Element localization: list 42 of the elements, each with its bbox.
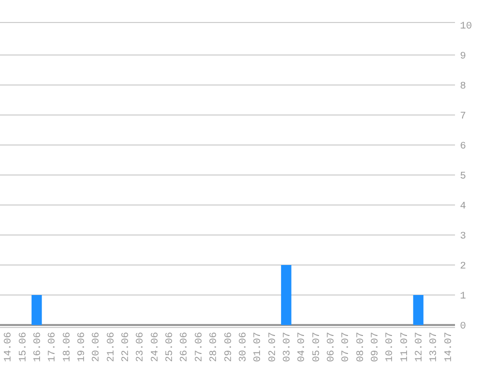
x-tick-label: 06.07 — [326, 332, 338, 362]
x-tick-label: 11.07 — [400, 332, 411, 362]
x-tick-label: 19.06 — [76, 332, 88, 362]
x-tick-label: 23.06 — [136, 332, 147, 362]
x-tick-label: 17.06 — [48, 332, 59, 362]
y-tick-label: 1 — [460, 292, 466, 302]
y-tick-label: 9 — [460, 52, 466, 62]
x-tick-label: 14.06 — [4, 332, 15, 362]
y-tick-label: 0 — [460, 322, 466, 332]
x-tick-label: 27.06 — [194, 332, 206, 362]
x-tick-label: 15.06 — [18, 332, 30, 362]
x-tick-label: 05.07 — [312, 332, 323, 362]
x-tick-label: 18.06 — [62, 332, 74, 362]
x-tick-label: 28.06 — [209, 332, 220, 362]
x-tick-label: 13.07 — [429, 332, 440, 362]
x-tick-label: 20.06 — [92, 332, 103, 362]
y-tick-label: 10 — [460, 22, 472, 32]
y-tick-label: 3 — [460, 232, 466, 242]
y-tick-label: 7 — [460, 112, 466, 122]
x-tick-label: 02.07 — [268, 332, 279, 362]
x-tick-label: 16.06 — [32, 332, 44, 362]
y-tick-label: 2 — [460, 262, 466, 272]
x-tick-label: 22.06 — [121, 332, 132, 362]
x-tick-label: 29.06 — [224, 332, 235, 362]
x-tick-label: 10.07 — [385, 332, 396, 362]
x-tick-label: 25.06 — [165, 332, 176, 362]
x-tick-label: 24.06 — [150, 332, 162, 362]
y-tick-label: 8 — [460, 82, 466, 92]
x-tick-label: 01.07 — [253, 332, 264, 362]
y-tick-label: 6 — [460, 142, 466, 152]
x-tick-label: 30.06 — [238, 332, 250, 362]
x-tick-label: 26.06 — [180, 332, 191, 362]
x-tick-label: 09.07 — [370, 332, 382, 362]
x-tick-label: 04.07 — [297, 332, 308, 362]
x-tick-label: 14.07 — [444, 332, 455, 362]
x-tick-label: 21.06 — [106, 332, 118, 362]
x-tick-label: 12.07 — [414, 332, 426, 362]
x-tick-label: 08.07 — [356, 332, 367, 362]
y-tick-label: 5 — [460, 172, 466, 182]
x-tick-label: 07.07 — [341, 332, 352, 362]
x-tick-label: 03.07 — [282, 332, 294, 362]
y-tick-label: 4 — [460, 202, 466, 212]
